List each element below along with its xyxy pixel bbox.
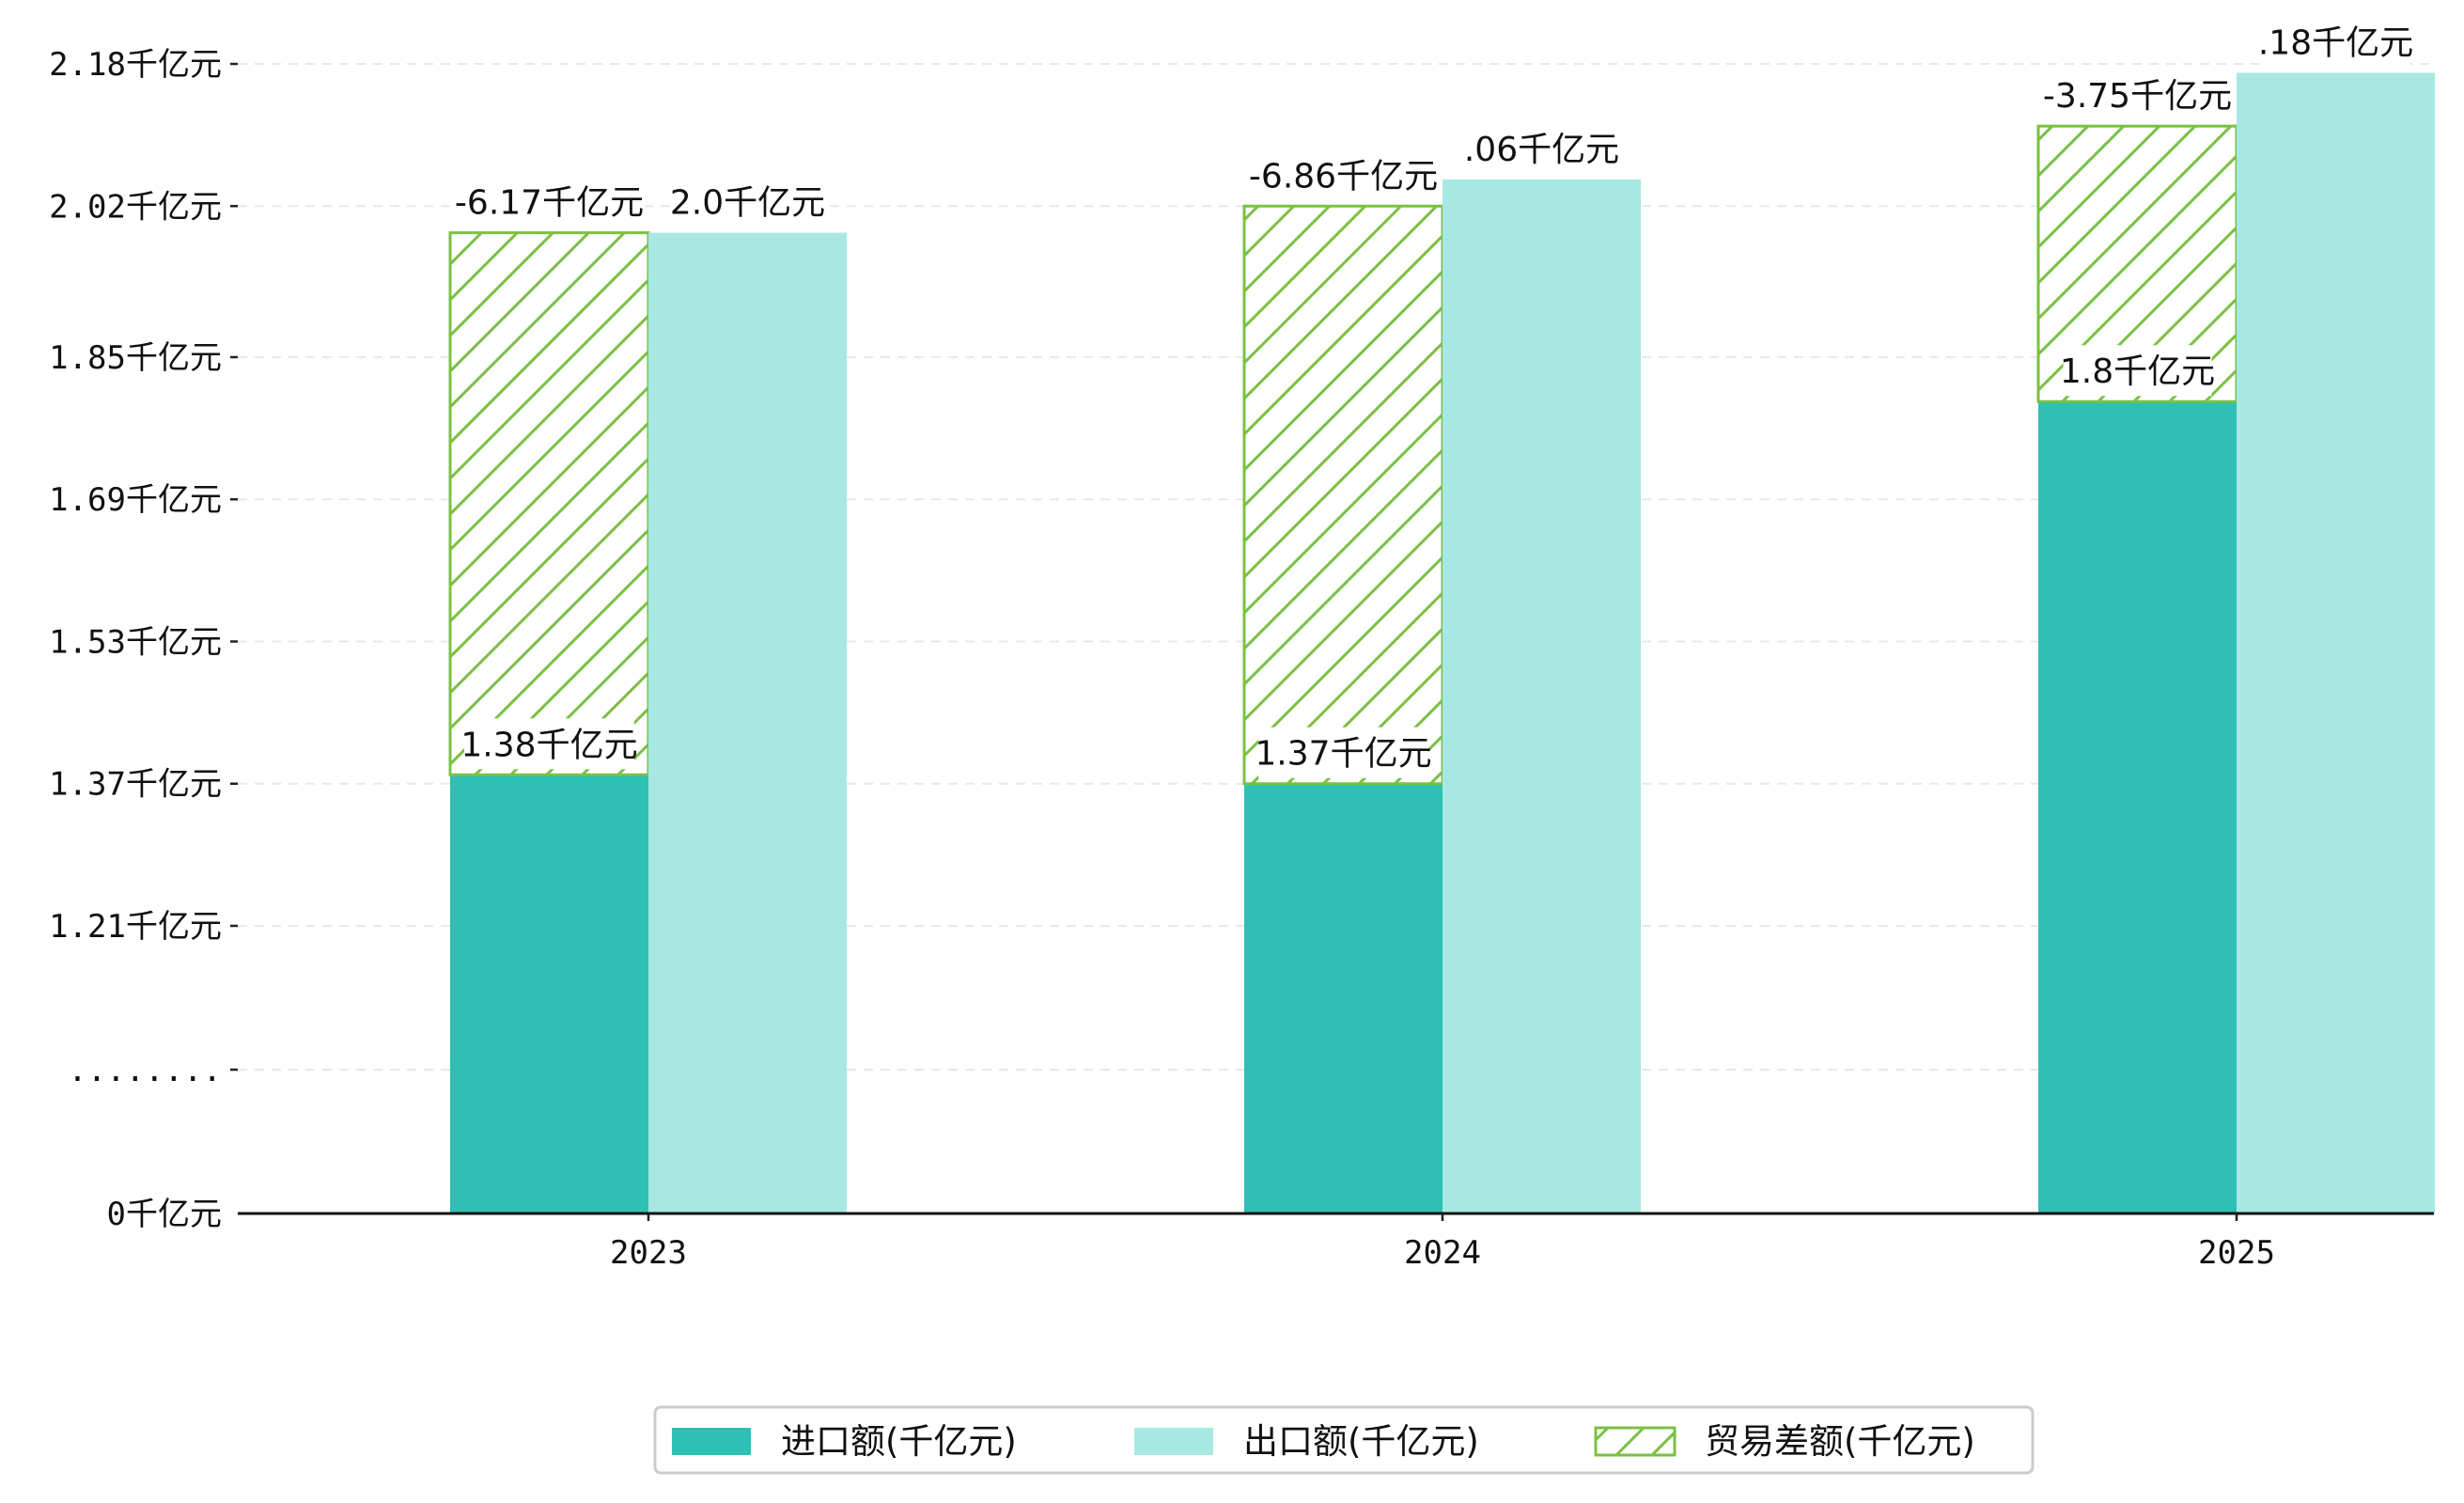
balance-bar	[1242, 204, 1444, 786]
legend-label: 贸易差额(千亿元)	[1705, 1421, 1975, 1462]
axes: 0千亿元........ 1.21千亿元 1.37千亿元 1.53千亿元 1.69千亿元…	[49, 46, 2434, 1272]
y-tick-label: 1.85千亿元	[49, 339, 222, 377]
y-tick-label: ........	[68, 1052, 222, 1089]
balance-value-label-bg	[453, 176, 646, 227]
import-bar	[450, 775, 648, 1213]
import-bar	[1244, 783, 1443, 1213]
import-value-label: 1.38千亿元	[460, 726, 637, 764]
export-value-label: .06千亿元	[1464, 131, 1619, 169]
export-bar	[2237, 72, 2435, 1213]
legend[interactable]: 进口额(千亿元) 出口额(千亿元) 贸易差额(千亿元)	[653, 1405, 2035, 1475]
y-tick-label: 2.18千亿元	[49, 46, 222, 84]
legend-label: 出口额(千亿元)	[1243, 1421, 1479, 1462]
y-tick-label: 1.69千亿元	[49, 481, 222, 519]
import-bar	[2038, 401, 2237, 1213]
legend-swatch	[1594, 1426, 1676, 1457]
import-value-label: 1.37千亿元	[1255, 735, 1431, 774]
import-value-label-bg	[464, 718, 634, 770]
balance-value-label: -6.86千亿元	[1249, 157, 1438, 196]
export-bar	[648, 232, 847, 1214]
balance-value-label: -6.17千亿元	[455, 184, 644, 223]
y-tick-label: 0千亿元	[107, 1196, 222, 1233]
y-tick-label: 1.21千亿元	[49, 908, 222, 946]
balance-value-label: -3.75千亿元	[2043, 77, 2232, 116]
y-tick-label: 2.02千亿元	[49, 188, 222, 226]
x-tick-label: 2024	[1404, 1234, 1481, 1272]
legend-box	[653, 1405, 2035, 1475]
balance-value-label-bg	[2041, 70, 2234, 121]
export-value-label-bg	[2261, 16, 2410, 68]
x-tick-label: 2023	[610, 1234, 687, 1272]
balance-bar	[448, 231, 650, 776]
import-value-label-bg	[2063, 345, 2212, 397]
export-bar	[1443, 179, 1641, 1213]
legend-swatch	[1134, 1428, 1213, 1455]
export-value-label: 2.0千亿元	[670, 184, 825, 223]
import-value-label: 1.8千亿元	[2060, 352, 2215, 391]
export-value-label: .18千亿元	[2258, 23, 2413, 62]
y-tick-label: 1.37千亿元	[49, 766, 222, 804]
export-value-label-bg	[1467, 122, 1616, 174]
export-value-label-bg	[673, 176, 822, 227]
y-tick-label: 1.53千亿元	[49, 623, 222, 661]
data-labels: 2.0千亿元 -6.17千亿元 1.38千亿元 .06千亿元 -6.86千亿元 1.37千…	[453, 16, 2413, 778]
legend-label: 进口额(千亿元)	[781, 1421, 1017, 1462]
bars	[448, 72, 2435, 1214]
legend-swatch	[672, 1428, 751, 1455]
import-value-label-bg	[1258, 727, 1428, 778]
x-tick-label: 2025	[2198, 1234, 2275, 1272]
balance-value-label-bg	[1247, 149, 1440, 201]
